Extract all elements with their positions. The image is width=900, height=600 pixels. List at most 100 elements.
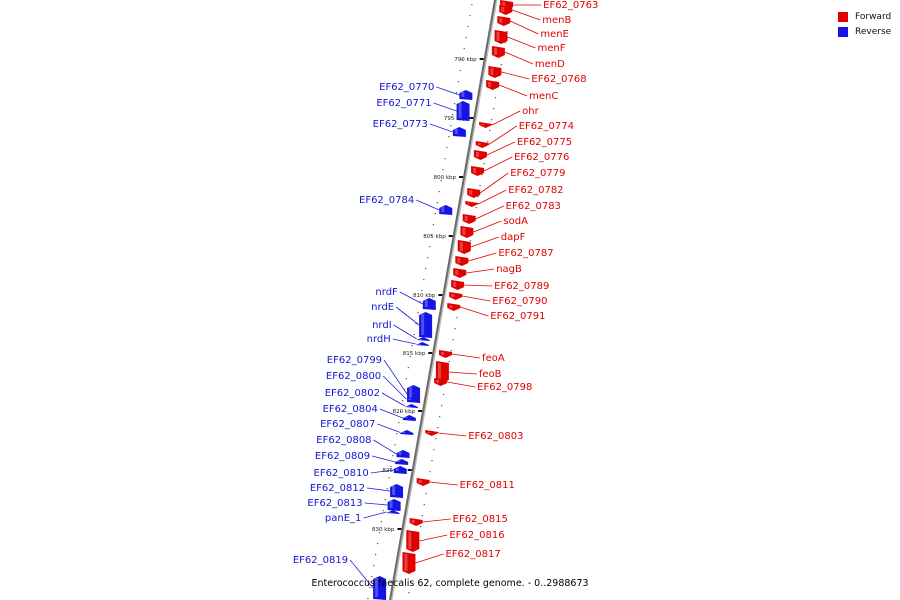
gene-ef62-0816[interactable] bbox=[406, 530, 420, 552]
gene-dapf[interactable] bbox=[457, 240, 471, 254]
gene-label-ef62-0808[interactable]: EF62_0808 bbox=[316, 435, 371, 446]
gene-ef62-0773[interactable] bbox=[452, 127, 466, 137]
gene-label-nrdi[interactable]: nrdI bbox=[372, 320, 392, 331]
gene-label-ef62-0819[interactable]: EF62_0819 bbox=[293, 555, 348, 566]
gene-nrdi[interactable] bbox=[416, 337, 430, 341]
gene-ef62-0775[interactable] bbox=[473, 150, 487, 160]
gene-ef62-0784[interactable] bbox=[439, 205, 453, 215]
gene-ef62-0802[interactable] bbox=[404, 404, 418, 408]
gene-label-ef62-0771[interactable]: EF62_0771 bbox=[376, 98, 431, 109]
gene-label-menb[interactable]: menB bbox=[542, 15, 571, 26]
gene-label-ef62-0811[interactable]: EF62_0811 bbox=[460, 480, 515, 491]
gene-ef62-0798[interactable] bbox=[434, 378, 448, 386]
gene-label-ef62-0802[interactable]: EF62_0802 bbox=[325, 388, 380, 399]
gene-label-ef62-0774[interactable]: EF62_0774 bbox=[519, 121, 574, 132]
gene-nrde[interactable] bbox=[419, 312, 433, 338]
gene-menf[interactable] bbox=[494, 30, 508, 44]
gene-ef62-0787[interactable] bbox=[455, 256, 469, 266]
gene-ef62-0803[interactable] bbox=[425, 430, 439, 436]
gene-ef62-0768[interactable] bbox=[488, 66, 502, 78]
gene-label-nrdf[interactable]: nrdF bbox=[375, 287, 398, 298]
gene-ef62-0789[interactable] bbox=[451, 280, 465, 290]
gene-nrdf[interactable] bbox=[422, 298, 436, 310]
gene-label-dapf[interactable]: dapF bbox=[501, 232, 526, 243]
gene-label-ef62-0804[interactable]: EF62_0804 bbox=[323, 404, 378, 415]
gene-nagb[interactable] bbox=[453, 268, 467, 278]
gene-label-ef62-0770[interactable]: EF62_0770 bbox=[379, 82, 434, 93]
legend-item-reverse: Reverse bbox=[838, 24, 891, 39]
gene-mene[interactable] bbox=[497, 16, 511, 26]
gene-label-ef62-0773[interactable]: EF62_0773 bbox=[373, 119, 428, 130]
gene-label-nrdh[interactable]: nrdH bbox=[367, 334, 391, 345]
gene-label-ef62-0798[interactable]: EF62_0798 bbox=[477, 382, 532, 393]
gene-ef62-0779[interactable] bbox=[467, 188, 481, 198]
gene-ef62-0782[interactable] bbox=[465, 201, 479, 207]
gene-label-feoa[interactable]: feoA bbox=[482, 353, 505, 364]
gene-menc[interactable] bbox=[486, 80, 500, 90]
gene-ef62-0791[interactable] bbox=[447, 303, 461, 311]
gene-ef62-0819[interactable] bbox=[373, 576, 387, 600]
gene-ef62-0800[interactable] bbox=[406, 397, 420, 401]
guide-dot bbox=[471, 4, 473, 6]
gene-label-ef62-0784[interactable]: EF62_0784 bbox=[359, 195, 414, 206]
gene-label-pane-1[interactable]: panE_1 bbox=[325, 513, 362, 524]
gene-label-ef62-0803[interactable]: EF62_0803 bbox=[468, 431, 523, 442]
gene-label-ef62-0815[interactable]: EF62_0815 bbox=[453, 514, 508, 525]
gene-label-ef62-0779[interactable]: EF62_0779 bbox=[510, 168, 565, 179]
gene-ef62-0808[interactable] bbox=[396, 450, 410, 458]
gene-mend[interactable] bbox=[491, 46, 505, 58]
gene-label-mend[interactable]: menD bbox=[535, 59, 565, 70]
gene-ef62-0813[interactable] bbox=[387, 499, 401, 511]
gene-label-menf[interactable]: menF bbox=[538, 43, 566, 54]
gene-feoa[interactable] bbox=[439, 350, 453, 358]
gene-label-menc[interactable]: menC bbox=[529, 91, 558, 102]
gene-label-ef62-0789[interactable]: EF62_0789 bbox=[494, 281, 549, 292]
gene-label-ef62-0813[interactable]: EF62_0813 bbox=[307, 498, 362, 509]
gene-soda[interactable] bbox=[460, 226, 474, 238]
gene-label-ef62-0812[interactable]: EF62_0812 bbox=[310, 483, 365, 494]
gene-label-ef62-0763[interactable]: EF62_0763 bbox=[543, 0, 598, 11]
gene-label-ef62-0787[interactable]: EF62_0787 bbox=[498, 248, 553, 259]
gene-ef62-0770[interactable] bbox=[459, 90, 473, 100]
gene-ef62-0815[interactable] bbox=[409, 518, 423, 526]
gene-label-ohr[interactable]: ohr bbox=[522, 106, 539, 117]
gene-nrdh[interactable] bbox=[415, 342, 429, 346]
gene-ef62-0790[interactable] bbox=[449, 292, 463, 300]
gene-label-ef62-0790[interactable]: EF62_0790 bbox=[492, 296, 547, 307]
gene-label-soda[interactable]: sodA bbox=[503, 216, 528, 227]
gene-label-ef62-0807[interactable]: EF62_0807 bbox=[320, 419, 375, 430]
tick-label: 820 kbp bbox=[393, 409, 416, 415]
gene-label-nrde[interactable]: nrdE bbox=[371, 302, 394, 313]
gene-label-ef62-0775[interactable]: EF62_0775 bbox=[517, 137, 572, 148]
gene-label-ef62-0783[interactable]: EF62_0783 bbox=[506, 201, 561, 212]
gene-label-mene[interactable]: menE bbox=[540, 29, 569, 40]
gene-pane-1[interactable] bbox=[386, 510, 400, 514]
gene-ef62-0807[interactable] bbox=[400, 430, 414, 435]
gene-ef62-0776[interactable] bbox=[471, 166, 485, 176]
gene-ef62-0812[interactable] bbox=[390, 484, 404, 498]
gene-menb[interactable] bbox=[499, 5, 513, 15]
gene-label-ef62-0809[interactable]: EF62_0809 bbox=[315, 451, 370, 462]
gene-ef62-0811[interactable] bbox=[416, 478, 430, 486]
gene-label-ef62-0782[interactable]: EF62_0782 bbox=[508, 185, 563, 196]
gene-label-nagb[interactable]: nagB bbox=[496, 264, 522, 275]
gene-label-ef62-0816[interactable]: EF62_0816 bbox=[449, 530, 504, 541]
gene-label-ef62-0800[interactable]: EF62_0800 bbox=[326, 371, 381, 382]
gene-ef62-0817[interactable] bbox=[402, 552, 416, 574]
gene-ef62-0810[interactable] bbox=[393, 466, 407, 474]
gene-label-ef62-0817[interactable]: EF62_0817 bbox=[445, 549, 500, 560]
gene-ef62-0771[interactable] bbox=[456, 101, 470, 121]
gene-label-ef62-0768[interactable]: EF62_0768 bbox=[531, 74, 586, 85]
gene-leader-line bbox=[377, 423, 401, 433]
gene-label-ef62-0810[interactable]: EF62_0810 bbox=[314, 468, 369, 479]
gene-ohr[interactable] bbox=[479, 122, 493, 128]
gene-feob[interactable] bbox=[435, 361, 449, 383]
gene-ef62-0783[interactable] bbox=[462, 214, 476, 224]
gene-ef62-0774[interactable] bbox=[475, 141, 489, 148]
gene-ef62-0809[interactable] bbox=[395, 459, 409, 465]
gene-ef62-0804[interactable] bbox=[402, 415, 416, 421]
gene-label-ef62-0799[interactable]: EF62_0799 bbox=[327, 355, 382, 366]
gene-label-ef62-0776[interactable]: EF62_0776 bbox=[514, 152, 569, 163]
gene-label-feob[interactable]: feoB bbox=[479, 369, 502, 380]
gene-label-ef62-0791[interactable]: EF62_0791 bbox=[490, 311, 545, 322]
